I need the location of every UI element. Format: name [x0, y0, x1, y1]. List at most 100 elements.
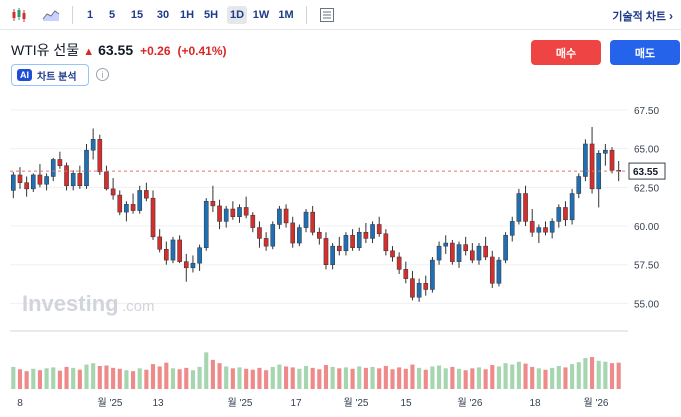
volume-bar	[490, 365, 495, 389]
info-icon[interactable]: i	[96, 68, 109, 81]
volume-bar	[77, 369, 82, 389]
watermark-suffix: .com	[122, 298, 155, 315]
time-axis: 8 월 '25 13 월 '25 17 월 '25 15 월 '26 18 월 '26	[17, 397, 609, 409]
candle-body	[589, 143, 595, 190]
watermark-brand: Investing	[22, 291, 119, 316]
candle-body	[383, 233, 389, 252]
candle-body	[336, 245, 342, 252]
ai-analysis-label: 차트 분석	[37, 71, 77, 83]
candlestick-chart-icon[interactable]	[8, 5, 30, 25]
indicators-dropdown[interactable]: 기술적 차트 ›	[612, 8, 673, 24]
volume-bar	[204, 352, 209, 389]
volume-bar	[556, 365, 561, 389]
candle-body	[64, 165, 69, 187]
volume-bar	[177, 369, 182, 389]
sell-button[interactable]: 매도	[610, 40, 680, 65]
volume-bar	[536, 368, 541, 389]
candle-body	[177, 239, 182, 262]
candle-body	[277, 208, 282, 225]
volume-bar	[417, 367, 422, 389]
price-change-percent: (+0.41%)	[177, 44, 227, 58]
area-chart-icon[interactable]	[40, 5, 62, 25]
candle-body	[183, 261, 189, 269]
volume-bar	[284, 366, 289, 389]
volume-bar	[91, 363, 96, 389]
candle-body	[423, 283, 429, 290]
volume-bar	[516, 361, 521, 389]
candle-body	[356, 231, 362, 248]
interval-1mo[interactable]: 1M	[278, 9, 294, 21]
volume-bar	[470, 368, 475, 389]
interval-30m[interactable]: 30	[156, 9, 170, 21]
volume-bar	[11, 366, 16, 389]
volume-bar	[150, 364, 156, 389]
candle-body	[463, 244, 468, 252]
volume-bar	[184, 367, 189, 389]
candle-body	[330, 245, 335, 265]
price-tick-label: 55.00	[634, 299, 659, 310]
volume-bar	[303, 365, 309, 389]
volume-bar	[583, 357, 588, 389]
volume-bar	[264, 370, 269, 389]
price-tick-label: 67.50	[634, 106, 659, 117]
volume-bar	[337, 368, 342, 389]
candle-body	[124, 204, 129, 213]
volume-bar	[370, 366, 375, 389]
volume-bar	[164, 362, 169, 389]
candle-body	[117, 194, 123, 213]
candle-body	[483, 245, 488, 258]
candle-body	[230, 208, 236, 217]
volume-bar	[190, 370, 195, 389]
candle-body	[549, 221, 555, 233]
candle-body	[283, 208, 289, 224]
volume-bar	[257, 367, 262, 389]
volume-bar	[230, 368, 235, 389]
volume-bar	[270, 366, 275, 389]
candle-body	[270, 224, 276, 247]
volume-bar	[390, 369, 395, 389]
buy-button[interactable]: 매수	[531, 40, 601, 65]
ai-chart-analysis-button[interactable]: AI 차트 분석	[11, 64, 89, 86]
candle-body	[476, 245, 482, 261]
volume-bar	[210, 359, 215, 389]
candle-body	[509, 221, 515, 236]
candle-body	[250, 214, 256, 228]
candle-body	[376, 224, 382, 235]
candle-body	[144, 190, 149, 199]
candle-body	[24, 182, 29, 190]
volume-bar	[31, 368, 36, 389]
candle-body	[523, 193, 528, 222]
volume-bar	[476, 367, 482, 389]
candle-body	[257, 227, 262, 239]
volume-bar	[450, 366, 455, 389]
volume-bar	[290, 367, 295, 389]
volume-bars	[11, 352, 621, 389]
time-tick-label: 월 '25	[97, 397, 122, 409]
interval-1m[interactable]: 1	[86, 9, 94, 21]
candle-body	[430, 259, 435, 290]
volume-bar	[410, 364, 415, 389]
price-change: +0.26	[140, 44, 171, 58]
investing-watermark: Investing .com	[22, 291, 155, 316]
candle-body	[297, 227, 302, 244]
volume-bar	[530, 366, 535, 389]
table-view-icon[interactable]	[316, 5, 338, 25]
volume-bar	[430, 366, 435, 389]
interval-15m[interactable]: 15	[130, 9, 144, 21]
interval-5h[interactable]: 5H	[203, 9, 219, 21]
candle-body	[609, 149, 615, 171]
interval-1h[interactable]: 1H	[179, 9, 195, 21]
candle-body	[97, 139, 103, 173]
interval-5m[interactable]: 5	[108, 9, 116, 21]
ai-badge: AI	[17, 69, 32, 81]
candle-body	[583, 143, 588, 177]
candle-body	[44, 176, 49, 185]
volume-bar	[357, 366, 362, 389]
interval-1w[interactable]: 1W	[252, 9, 270, 21]
interval-1d[interactable]: 1D	[227, 6, 247, 24]
candle-body	[603, 149, 608, 154]
time-tick-label: 월 '25	[343, 397, 368, 409]
candle-body	[317, 231, 322, 239]
candle-body	[210, 201, 216, 207]
